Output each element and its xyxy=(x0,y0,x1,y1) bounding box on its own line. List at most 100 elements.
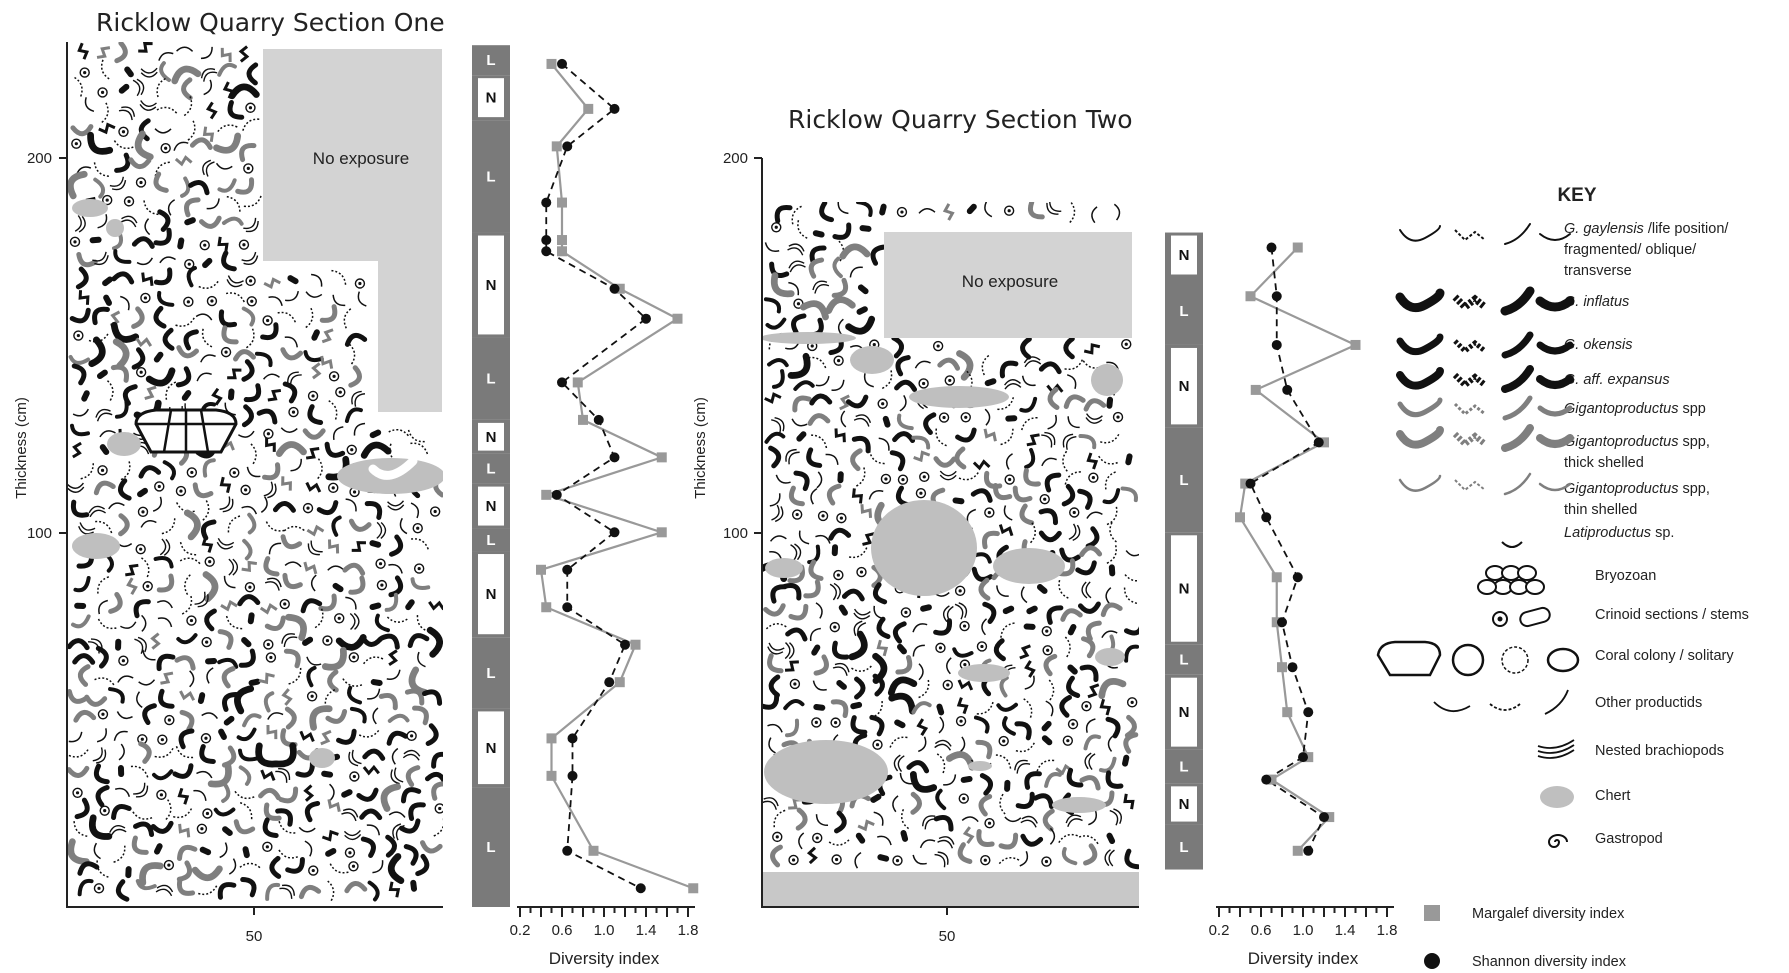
productid-shell xyxy=(302,428,326,440)
thin-shell xyxy=(899,772,913,785)
lith-unit-n-fill xyxy=(1171,677,1197,747)
oblique-shell xyxy=(113,249,132,264)
crinoid-section-dot xyxy=(815,836,819,840)
lith-code-label: L xyxy=(486,461,495,478)
productid-shell xyxy=(808,257,825,279)
nested-brachiopod xyxy=(954,602,968,620)
crinoid-section-dot xyxy=(1072,510,1076,515)
fragmented-shell xyxy=(1069,202,1076,224)
shannon-point xyxy=(1282,384,1293,395)
chert-nodule xyxy=(850,346,894,374)
brachiopod-fragment xyxy=(205,101,218,120)
nested-brachiopod xyxy=(264,577,282,591)
productid-shell xyxy=(112,338,130,370)
crinoid-stem xyxy=(870,793,882,803)
brachiopod-fragment xyxy=(150,632,161,650)
margalef-point xyxy=(1282,707,1293,718)
lith-unit xyxy=(472,337,510,420)
lith-unit xyxy=(472,453,510,484)
crinoid-section-dot xyxy=(378,562,383,566)
okensis-icon xyxy=(1396,331,1574,359)
margalef-point xyxy=(551,141,562,152)
thin-shell xyxy=(193,789,207,801)
chert-nodule xyxy=(1052,797,1106,813)
crinoid-stem xyxy=(96,369,108,380)
productid-shell xyxy=(158,688,175,709)
fragmented-shell xyxy=(317,458,323,480)
brachiopod-fragment xyxy=(220,599,238,612)
productid-shell xyxy=(782,583,802,601)
productid-shell xyxy=(380,783,402,812)
brachiopod-fragment xyxy=(839,394,850,411)
shannon-point xyxy=(1298,752,1308,763)
productid-shell xyxy=(1066,767,1084,788)
crinoid-section-dot xyxy=(962,624,967,628)
productid-shell xyxy=(174,655,196,671)
nested-brachiopod xyxy=(771,416,785,434)
crinoid-section-dot xyxy=(283,602,287,606)
chert-nodule xyxy=(1095,648,1125,666)
crinoid-section-dot xyxy=(332,374,336,378)
fragmented-shell xyxy=(358,729,380,738)
fragmented-shell xyxy=(101,102,109,123)
productid-shell xyxy=(234,685,255,715)
brachiopod-fragment xyxy=(78,290,90,305)
oblique-shell xyxy=(349,706,367,724)
shannon-point xyxy=(641,313,651,324)
crinoid-section-dot xyxy=(922,381,926,386)
fragmented-shell xyxy=(143,200,159,216)
margalef-point xyxy=(1324,812,1335,823)
margalef-point xyxy=(1250,384,1261,395)
brachiopod-fragment xyxy=(160,671,174,685)
lith-unit-n-fill xyxy=(478,711,504,785)
thin-shell xyxy=(284,561,302,568)
chert-nodule xyxy=(106,219,124,237)
diversity-tick-label: 1.8 xyxy=(678,922,699,939)
nested-brachiopod xyxy=(785,448,800,465)
crinoid-stem xyxy=(370,679,383,686)
other-productids-icon xyxy=(1433,689,1569,715)
thin-shell xyxy=(791,418,808,427)
lith-code-label: L xyxy=(486,839,495,856)
productid-shell xyxy=(111,271,135,285)
fragmented-shell xyxy=(94,677,115,686)
thin-shell xyxy=(176,46,194,52)
fragmented-shell xyxy=(976,701,994,715)
fragmented-shell xyxy=(811,434,828,449)
crinoid-section-dot xyxy=(358,281,362,286)
margalef-point xyxy=(546,770,557,781)
crinoid-section-dot xyxy=(416,526,420,530)
crinoid-section-dot xyxy=(1084,704,1089,708)
productid-shell xyxy=(348,575,366,595)
section-one-tick-label-200: 200 xyxy=(27,150,52,167)
productid-shell xyxy=(285,613,307,641)
crinoid-section-dot xyxy=(164,146,168,150)
nested-brachiopod xyxy=(387,500,405,511)
fragmented-shell xyxy=(198,280,219,289)
crinoid-section-dot xyxy=(310,694,314,698)
nested-brachiopod xyxy=(1068,523,1081,542)
oblique-shell xyxy=(238,765,252,786)
productid-shell xyxy=(767,653,784,674)
margalef-point xyxy=(541,602,552,613)
productid-shell xyxy=(202,571,219,603)
productid-shell xyxy=(1085,526,1100,549)
chert-nodule xyxy=(762,332,856,344)
productid-shell xyxy=(400,787,422,804)
thin-shell xyxy=(136,257,154,266)
oblique-shell xyxy=(153,556,174,569)
productid-shell xyxy=(241,359,255,382)
crinoid-section-dot xyxy=(796,302,801,306)
nested-brachiopod xyxy=(134,636,147,654)
productid-shell xyxy=(114,42,128,64)
gastropod-icon xyxy=(1547,834,1568,848)
lith-unit-n-fill xyxy=(1171,347,1197,425)
fragmented-shell xyxy=(329,863,349,874)
thin-shell xyxy=(775,474,791,484)
brachiopod-fragment xyxy=(219,476,232,494)
productid-shell xyxy=(1063,336,1075,360)
key-item-label: Gigantoproductus spp, xyxy=(1564,481,1710,497)
productid-shell xyxy=(806,447,823,468)
productid-shell xyxy=(892,621,907,644)
crinoid-section-dot xyxy=(810,344,814,348)
